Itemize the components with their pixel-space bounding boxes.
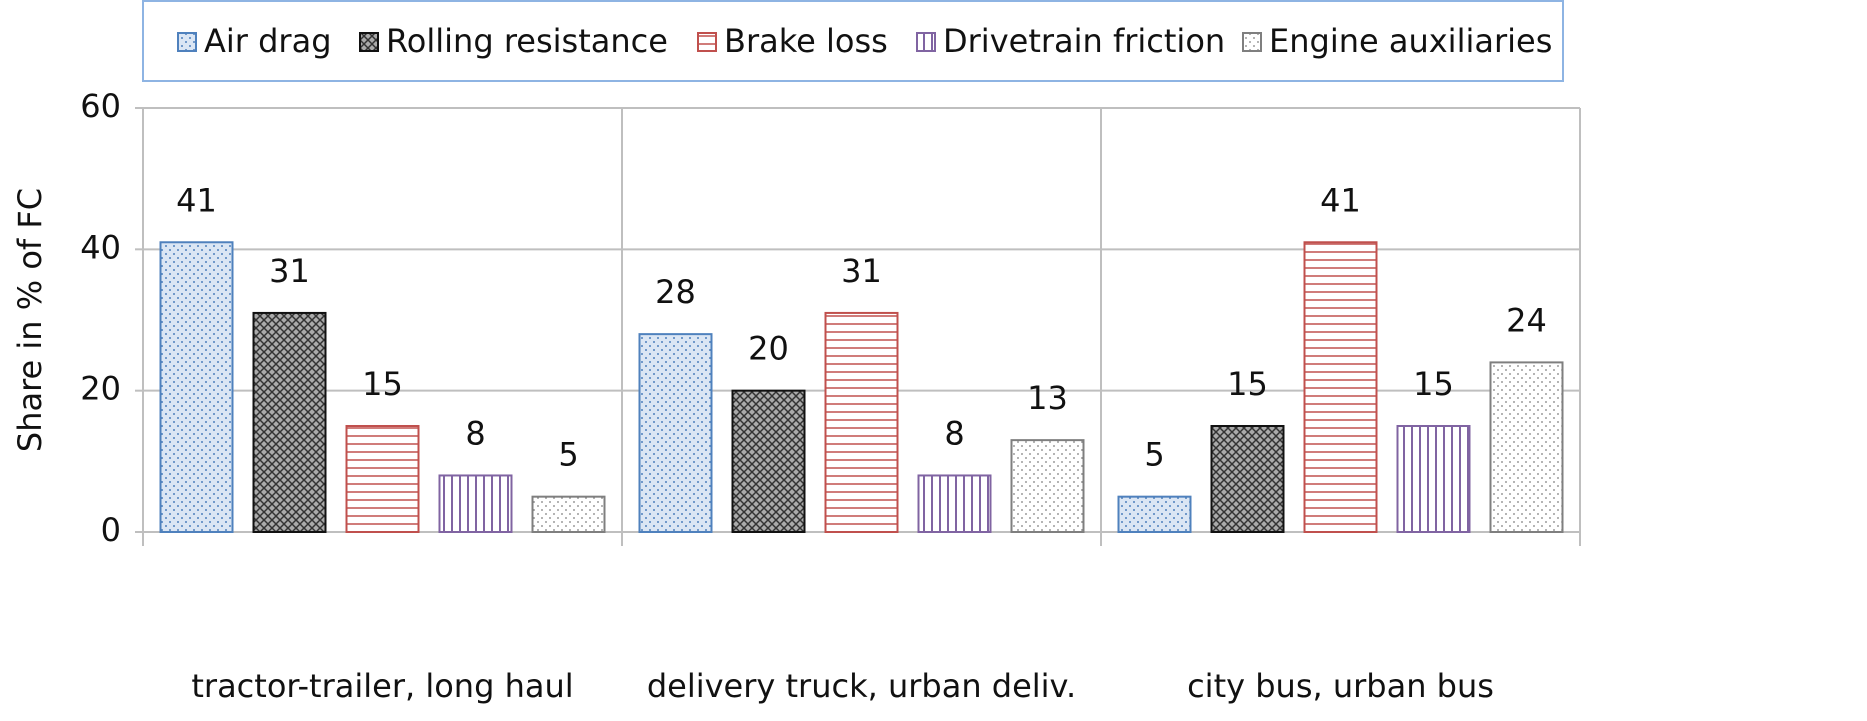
- legend-swatch: [916, 32, 936, 52]
- legend-label: Brake loss: [724, 22, 888, 60]
- legend-label: Rolling resistance: [386, 22, 668, 60]
- data-label: 28: [655, 273, 696, 311]
- data-label: 8: [944, 414, 964, 452]
- legend-swatch: [697, 32, 717, 52]
- bar: [1117, 495, 1192, 533]
- y-tick-label: 20: [80, 370, 121, 408]
- x-tick-label: tractor-trailer, long haul: [191, 667, 573, 705]
- data-label: 13: [1027, 379, 1068, 417]
- bar: [1210, 425, 1285, 533]
- legend-swatch: [1242, 32, 1262, 52]
- data-label: 5: [1144, 436, 1164, 474]
- legend-label: Air drag: [204, 22, 332, 60]
- data-label: 20: [748, 330, 789, 368]
- bar: [438, 474, 513, 534]
- bar: [252, 311, 327, 533]
- data-label: 31: [841, 252, 882, 290]
- bar: [917, 474, 992, 534]
- bar: [638, 333, 713, 533]
- y-tick-label: 60: [80, 87, 121, 125]
- data-label: 5: [558, 436, 578, 474]
- data-label: 41: [1320, 181, 1361, 219]
- legend-label: Engine auxiliaries: [1269, 22, 1552, 60]
- data-label: 41: [176, 181, 217, 219]
- data-label: 15: [1227, 365, 1268, 403]
- legend-swatch: [177, 32, 197, 52]
- x-tick-label: city bus, urban bus: [1187, 667, 1494, 705]
- y-tick-label: 40: [80, 228, 121, 266]
- bar: [345, 425, 420, 533]
- bar: [1303, 241, 1378, 533]
- data-label: 15: [1413, 365, 1454, 403]
- data-label: 31: [269, 252, 310, 290]
- y-tick-label: 0: [101, 511, 121, 549]
- data-label: 24: [1506, 301, 1547, 339]
- bar: [159, 241, 234, 533]
- bar: [1489, 361, 1564, 533]
- bar: [531, 495, 606, 533]
- bar: [1396, 425, 1471, 533]
- y-axis-label: Share in % of FC: [11, 188, 49, 452]
- bar: [1010, 439, 1085, 533]
- legend-swatch: [359, 32, 379, 52]
- legend-box: [142, 0, 1564, 82]
- data-label: 15: [362, 365, 403, 403]
- bar: [824, 311, 899, 533]
- legend-label: Drivetrain friction: [943, 22, 1225, 60]
- x-tick-label: delivery truck, urban deliv.: [647, 667, 1076, 705]
- data-label: 8: [465, 414, 485, 452]
- bar: [731, 389, 806, 533]
